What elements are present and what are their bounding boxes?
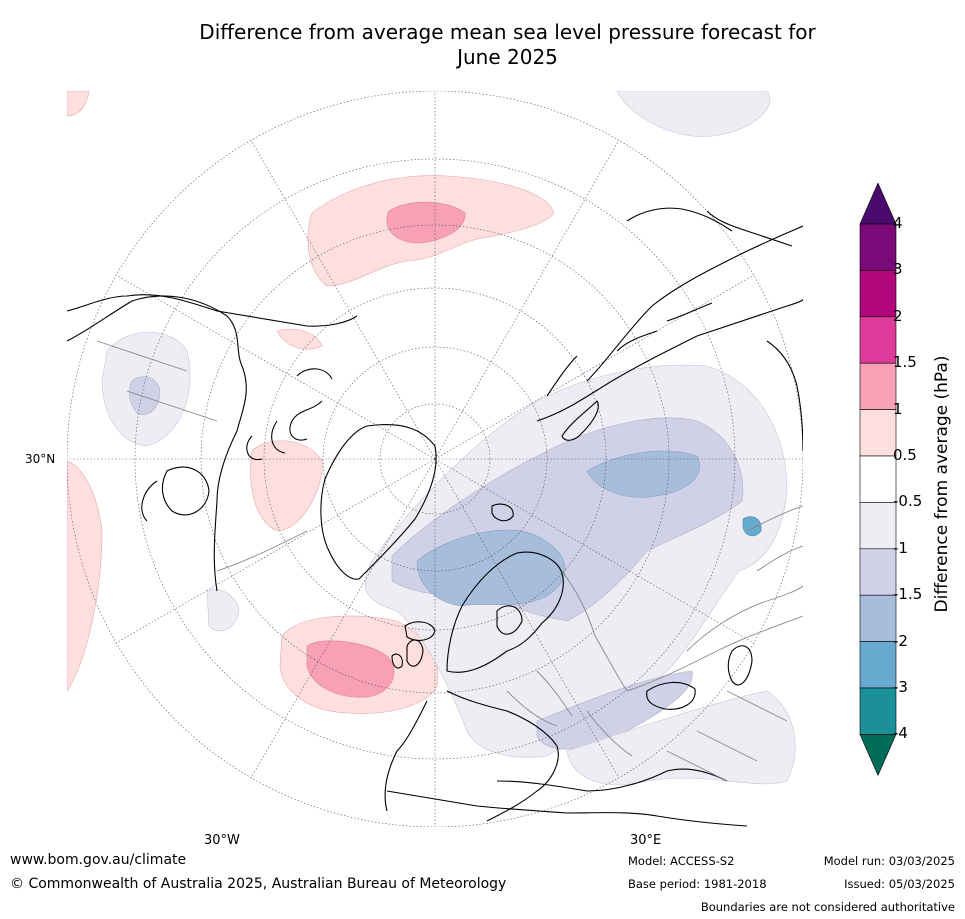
anomaly-pos-bering	[276, 328, 323, 350]
colorbar-tick-label: 4	[893, 214, 903, 232]
colorbar-tick-label: -1	[893, 538, 908, 557]
anomaly-pos-greenland-sea-core	[386, 201, 466, 244]
colorbar-title: Difference from average (hPa)	[932, 355, 952, 613]
anomaly-neg-mediterranean	[536, 670, 693, 750]
anomaly-neg-scandinavia-core	[416, 529, 566, 607]
border-russia-west	[561, 570, 628, 692]
colorbar-band	[859, 223, 897, 271]
colorbar-band	[859, 502, 897, 550]
latitude-circle-60n	[263, 287, 607, 631]
longitude-label-30w: 30°W	[204, 833, 240, 848]
colorbar-tick-label: 1	[893, 399, 903, 418]
colorbar-tick-label: -3	[893, 678, 908, 696]
coast-uk-ireland	[391, 639, 424, 669]
polar-map	[67, 91, 803, 827]
coastlines	[67, 207, 803, 827]
colorbar-band	[859, 594, 897, 642]
colorbar-bands	[859, 183, 897, 777]
border-russia-south	[626, 615, 803, 692]
colorbar-tick-label: 1.5	[893, 353, 917, 372]
colorbar-band	[859, 409, 897, 457]
title-line-2: June 2025	[457, 45, 558, 69]
latitude-circle-80n	[379, 403, 491, 515]
colorbar-tick-label: -2	[893, 631, 908, 650]
coast-east-asia	[766, 340, 803, 452]
border-middle-east	[666, 730, 758, 782]
coast-canadian-archipelago	[246, 368, 333, 461]
colorbar-band	[859, 362, 897, 410]
anomaly-pos-pacific	[67, 460, 103, 692]
latitude-circle-40n	[134, 158, 736, 760]
map-svg	[67, 91, 803, 827]
colorbar-tick-label: -1.5	[893, 585, 923, 604]
colorbar-tick-label: -4	[893, 724, 908, 743]
graticule	[67, 91, 803, 827]
footer-website: www.bom.gov.au/climate	[10, 852, 187, 868]
coast-svalbard	[491, 503, 514, 522]
footer-issued: Issued: 05/03/2025	[844, 877, 955, 891]
border-china	[756, 545, 803, 572]
coast-russia-north	[546, 302, 713, 397]
title-line-1: Difference from average mean sea level p…	[199, 20, 816, 44]
colorbar-band	[859, 641, 897, 689]
coast-iceland	[404, 621, 436, 641]
anomaly-neg-top-right	[616, 91, 771, 137]
border-north-america-provinces	[96, 340, 218, 422]
coast-hudson-bay	[161, 466, 210, 516]
anomaly-neg-north-africa	[566, 690, 796, 786]
colorbar-band	[859, 316, 897, 364]
border-us-canada	[216, 530, 308, 572]
colorbar-band	[859, 455, 897, 503]
positive-anomaly-regions	[67, 91, 555, 714]
colorbar-band	[859, 687, 897, 735]
footer-base-period: Base period: 1981-2018	[628, 877, 767, 891]
colorbar-extend-max	[859, 183, 897, 225]
colorbar-tick-label: -0.5	[893, 492, 923, 511]
longitude-label-30e: 30°E	[630, 833, 662, 848]
coast-caspian	[727, 645, 753, 686]
latitude-label-30n: 30°N	[25, 452, 56, 466]
border-mongolia	[746, 505, 803, 532]
footer-model: Model: ACCESS-S2	[628, 854, 735, 868]
colorbar-extend-min	[859, 734, 897, 777]
anomaly-pos-topleft	[67, 91, 90, 117]
anomaly-neg-siberia-core	[586, 450, 700, 498]
coast-north-africa	[386, 790, 748, 827]
coast-black-sea	[646, 681, 696, 710]
coast-siberia	[586, 225, 803, 382]
colorbar-tick-label: 2	[893, 306, 903, 325]
coast-chukotka	[626, 207, 733, 232]
negative-anomaly-regions	[101, 91, 796, 786]
footer-disclaimer: Boundaries are not considered authoritat…	[700, 900, 955, 914]
coast-alaska	[67, 294, 358, 327]
border-central-asia	[726, 690, 788, 722]
coast-novaya-zemlya	[561, 400, 599, 441]
colorbar-tick-label: 0.5	[893, 446, 917, 464]
colorbar	[859, 183, 897, 777]
country-borders	[96, 340, 803, 782]
colorbar-band	[859, 548, 897, 596]
map-title: Difference from average mean sea level p…	[120, 20, 895, 70]
coast-baltic	[496, 605, 523, 635]
border-eastern-europe	[506, 670, 633, 757]
coast-scandinavia	[446, 551, 564, 673]
coast-mediterranean	[496, 768, 728, 792]
coast-eurasian-arctic	[536, 298, 803, 422]
anomaly-neg-north-america-core	[128, 376, 161, 415]
colorbar-band	[859, 270, 897, 318]
border-kazakhstan	[686, 585, 803, 652]
coast-greenland	[320, 423, 437, 580]
anomaly-pos-arctic-small	[250, 440, 323, 532]
coast-kamchatka	[706, 210, 793, 247]
anomaly-pos-north-atlantic-core	[306, 640, 395, 698]
footer-model-run: Model run: 03/03/2025	[823, 854, 955, 868]
colorbar-tick-label: 3	[893, 260, 903, 279]
coast-north-america	[67, 295, 247, 592]
latitude-circle-50n	[200, 224, 670, 694]
coast-europe	[384, 690, 559, 822]
anomaly-neg-east-atlantic	[206, 589, 240, 632]
footer-copyright: © Commonwealth of Australia 2025, Austra…	[10, 876, 507, 892]
